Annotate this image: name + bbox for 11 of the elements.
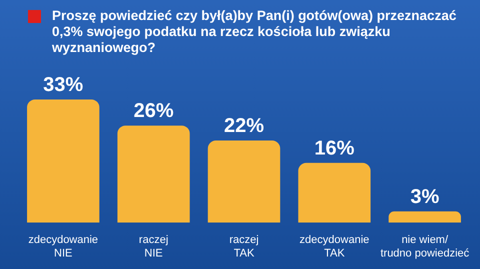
x-tick-label: nie wiem/ trudno powiedzieć [380, 234, 470, 260]
x-tick-label: raczej TAK [229, 234, 259, 260]
data-label: 22% [224, 115, 264, 138]
x-tick-label: zdecydowanie TAK [300, 234, 370, 260]
x-tick-label: zdecydowanie NIE [28, 234, 98, 260]
data-label: 3% [410, 186, 440, 208]
data-label: 33% [43, 74, 84, 96]
data-label: 16% [314, 137, 355, 160]
chart-title: Proszę powiedzieć czy był(a)by Pan(i) gotów(owa) przeznaczać 0,3% swojego podatku na rzecz kościoła lub związku wyznaniowego? [52, 8, 458, 56]
x-tick-label: raczej NIE [138, 234, 168, 260]
data-label: 26% [134, 100, 174, 122]
